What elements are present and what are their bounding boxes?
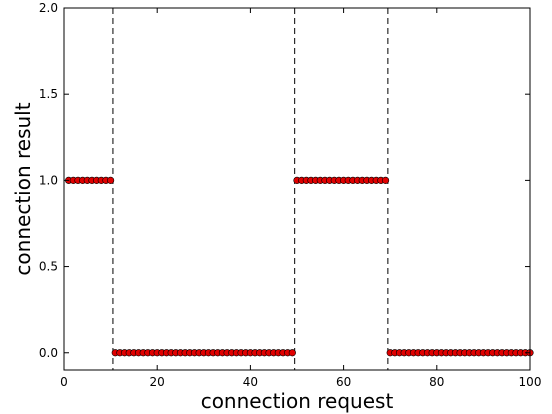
y-tick-label: 1.5 xyxy=(39,87,58,101)
x-axis-label: connection request xyxy=(201,389,394,413)
plot-background xyxy=(64,8,530,370)
y-tick-label: 2.0 xyxy=(39,1,58,15)
data-point xyxy=(288,349,296,357)
plot-frame xyxy=(63,7,531,371)
x-tick-label: 80 xyxy=(429,375,444,389)
threshold-lines xyxy=(112,8,389,370)
y-axis-label: connection result xyxy=(11,102,35,275)
y-tick-label: 0.0 xyxy=(39,346,58,360)
y-tick-label: 0.5 xyxy=(39,260,58,274)
x-tick-label: 60 xyxy=(336,375,351,389)
x-tick-label: 40 xyxy=(243,375,258,389)
y-axis-ticks: 0.0 0.5 1.0 1.5 2.0 xyxy=(39,1,530,360)
x-tick-label: 0 xyxy=(60,375,68,389)
data-points xyxy=(65,176,534,357)
data-point xyxy=(106,176,115,184)
y-tick-label: 1.0 xyxy=(39,173,58,187)
x-axis-ticks: 0 20 40 60 80 100 xyxy=(60,8,541,389)
data-point xyxy=(381,176,390,184)
x-tick-label: 100 xyxy=(519,375,542,389)
x-tick-label: 20 xyxy=(150,375,165,389)
